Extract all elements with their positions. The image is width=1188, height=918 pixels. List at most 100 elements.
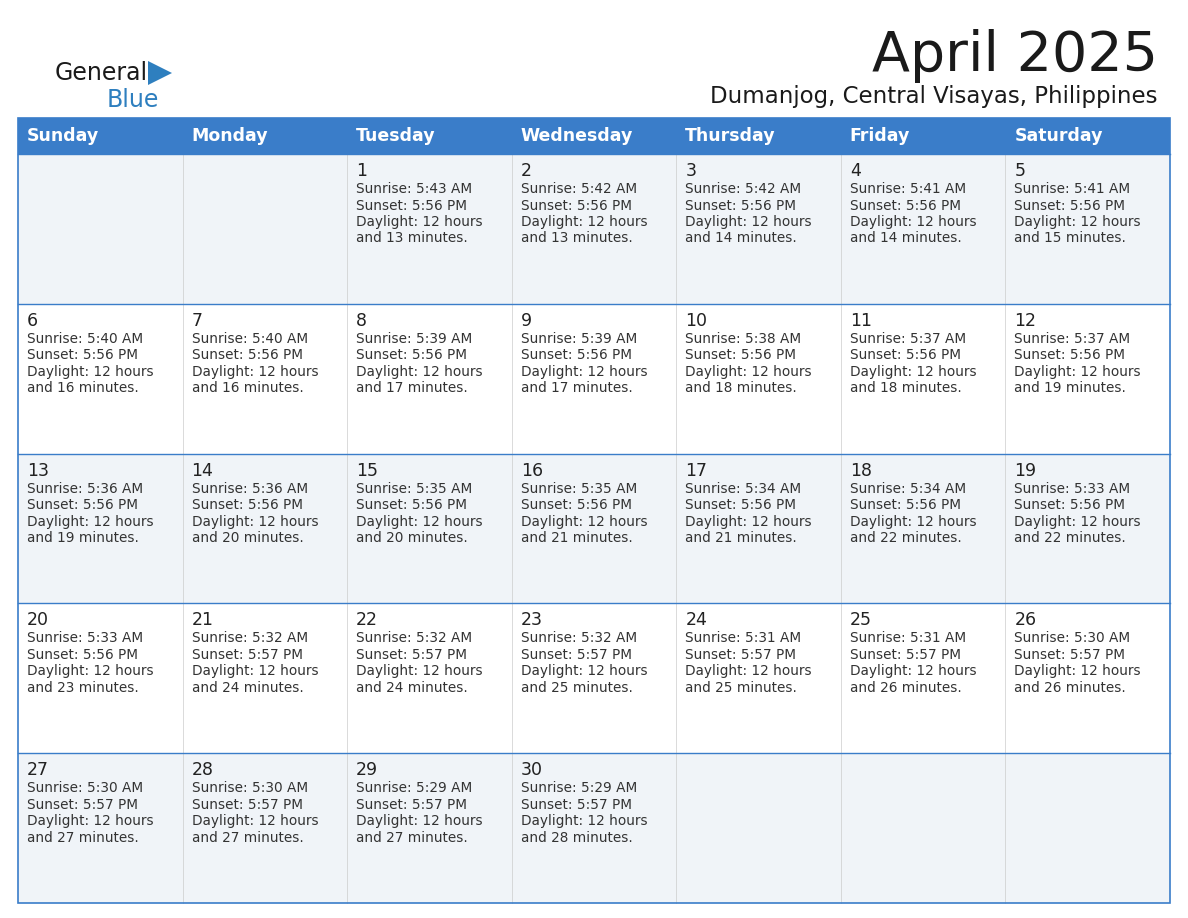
Text: Sunrise: 5:32 AM: Sunrise: 5:32 AM [356, 632, 473, 645]
Text: Sunrise: 5:30 AM: Sunrise: 5:30 AM [1015, 632, 1131, 645]
Text: Sunset: 5:56 PM: Sunset: 5:56 PM [520, 348, 632, 363]
Bar [512, 118, 676, 154]
Text: 15: 15 [356, 462, 378, 479]
Text: Sunset: 5:56 PM: Sunset: 5:56 PM [1015, 198, 1125, 212]
Text: and 24 minutes.: and 24 minutes. [191, 681, 303, 695]
Text: and 16 minutes.: and 16 minutes. [191, 381, 303, 396]
Text: Sunset: 5:56 PM: Sunset: 5:56 PM [520, 198, 632, 212]
Text: and 17 minutes.: and 17 minutes. [356, 381, 468, 396]
Text: Sunset: 5:56 PM: Sunset: 5:56 PM [849, 498, 961, 512]
Bar [1005, 154, 1170, 304]
Bar [512, 453, 676, 603]
Text: Daylight: 12 hours: Daylight: 12 hours [27, 665, 153, 678]
Text: Daylight: 12 hours: Daylight: 12 hours [685, 215, 811, 229]
Text: Thursday: Thursday [685, 127, 776, 145]
Text: Daylight: 12 hours: Daylight: 12 hours [1015, 665, 1140, 678]
Text: 1: 1 [356, 162, 367, 180]
Text: Sunrise: 5:43 AM: Sunrise: 5:43 AM [356, 182, 473, 196]
Bar [841, 154, 1005, 304]
Text: Sunrise: 5:41 AM: Sunrise: 5:41 AM [849, 182, 966, 196]
Text: 21: 21 [191, 611, 214, 630]
Text: and 26 minutes.: and 26 minutes. [849, 681, 961, 695]
Text: and 18 minutes.: and 18 minutes. [849, 381, 961, 396]
Bar [18, 304, 183, 453]
Text: and 14 minutes.: and 14 minutes. [849, 231, 961, 245]
Text: Monday: Monday [191, 127, 268, 145]
Bar [676, 753, 841, 903]
Text: and 23 minutes.: and 23 minutes. [27, 681, 139, 695]
Text: and 24 minutes.: and 24 minutes. [356, 681, 468, 695]
Text: and 13 minutes.: and 13 minutes. [356, 231, 468, 245]
Text: and 14 minutes.: and 14 minutes. [685, 231, 797, 245]
Text: 26: 26 [1015, 611, 1037, 630]
Text: 20: 20 [27, 611, 49, 630]
Text: and 16 minutes.: and 16 minutes. [27, 381, 139, 396]
Text: Daylight: 12 hours: Daylight: 12 hours [1015, 215, 1140, 229]
Text: Sunrise: 5:30 AM: Sunrise: 5:30 AM [191, 781, 308, 795]
Text: 25: 25 [849, 611, 872, 630]
Bar [347, 753, 512, 903]
Text: Daylight: 12 hours: Daylight: 12 hours [685, 364, 811, 379]
Text: Sunset: 5:57 PM: Sunset: 5:57 PM [27, 798, 138, 812]
Text: and 25 minutes.: and 25 minutes. [685, 681, 797, 695]
Text: Sunrise: 5:33 AM: Sunrise: 5:33 AM [1015, 482, 1131, 496]
Text: 28: 28 [191, 761, 214, 779]
Text: and 19 minutes.: and 19 minutes. [27, 532, 139, 545]
Bar [1005, 118, 1170, 154]
Bar [676, 154, 841, 304]
Text: 4: 4 [849, 162, 861, 180]
Bar [347, 304, 512, 453]
Bar [1005, 304, 1170, 453]
Bar [841, 603, 1005, 753]
Bar [183, 603, 347, 753]
Bar [676, 603, 841, 753]
Bar [512, 304, 676, 453]
Text: Daylight: 12 hours: Daylight: 12 hours [685, 515, 811, 529]
Text: Daylight: 12 hours: Daylight: 12 hours [849, 515, 977, 529]
Bar [18, 118, 1170, 903]
Text: 23: 23 [520, 611, 543, 630]
Text: Daylight: 12 hours: Daylight: 12 hours [356, 665, 482, 678]
Bar [18, 753, 183, 903]
Text: 11: 11 [849, 312, 872, 330]
Bar [183, 118, 347, 154]
Text: Sunrise: 5:30 AM: Sunrise: 5:30 AM [27, 781, 143, 795]
Text: Sunset: 5:56 PM: Sunset: 5:56 PM [27, 498, 138, 512]
Text: and 21 minutes.: and 21 minutes. [685, 532, 797, 545]
Text: Wednesday: Wednesday [520, 127, 633, 145]
Text: Daylight: 12 hours: Daylight: 12 hours [520, 665, 647, 678]
Text: Sunrise: 5:36 AM: Sunrise: 5:36 AM [27, 482, 143, 496]
Text: Daylight: 12 hours: Daylight: 12 hours [1015, 364, 1140, 379]
Text: Daylight: 12 hours: Daylight: 12 hours [356, 515, 482, 529]
Text: 7: 7 [191, 312, 203, 330]
Bar [512, 154, 676, 304]
Text: 18: 18 [849, 462, 872, 479]
Text: and 27 minutes.: and 27 minutes. [27, 831, 139, 845]
Text: Daylight: 12 hours: Daylight: 12 hours [520, 515, 647, 529]
Text: Sunset: 5:57 PM: Sunset: 5:57 PM [520, 648, 632, 662]
Text: Daylight: 12 hours: Daylight: 12 hours [356, 364, 482, 379]
Text: Sunrise: 5:42 AM: Sunrise: 5:42 AM [685, 182, 802, 196]
Text: 19: 19 [1015, 462, 1037, 479]
Text: Sunset: 5:56 PM: Sunset: 5:56 PM [356, 198, 467, 212]
Text: 2: 2 [520, 162, 532, 180]
Text: Sunrise: 5:34 AM: Sunrise: 5:34 AM [685, 482, 802, 496]
Text: Sunset: 5:56 PM: Sunset: 5:56 PM [520, 498, 632, 512]
Bar [183, 154, 347, 304]
Text: Sunrise: 5:31 AM: Sunrise: 5:31 AM [849, 632, 966, 645]
Text: 8: 8 [356, 312, 367, 330]
Text: Daylight: 12 hours: Daylight: 12 hours [520, 364, 647, 379]
Text: 13: 13 [27, 462, 49, 479]
Text: Sunrise: 5:39 AM: Sunrise: 5:39 AM [520, 331, 637, 346]
Text: Daylight: 12 hours: Daylight: 12 hours [27, 364, 153, 379]
Text: Sunrise: 5:40 AM: Sunrise: 5:40 AM [191, 331, 308, 346]
Text: 3: 3 [685, 162, 696, 180]
Text: Sunset: 5:56 PM: Sunset: 5:56 PM [849, 198, 961, 212]
Text: and 15 minutes.: and 15 minutes. [1015, 231, 1126, 245]
Text: and 22 minutes.: and 22 minutes. [1015, 532, 1126, 545]
Text: and 20 minutes.: and 20 minutes. [356, 532, 468, 545]
Text: Sunrise: 5:35 AM: Sunrise: 5:35 AM [520, 482, 637, 496]
Bar [347, 603, 512, 753]
Text: Sunrise: 5:29 AM: Sunrise: 5:29 AM [520, 781, 637, 795]
Text: Sunset: 5:57 PM: Sunset: 5:57 PM [191, 648, 303, 662]
